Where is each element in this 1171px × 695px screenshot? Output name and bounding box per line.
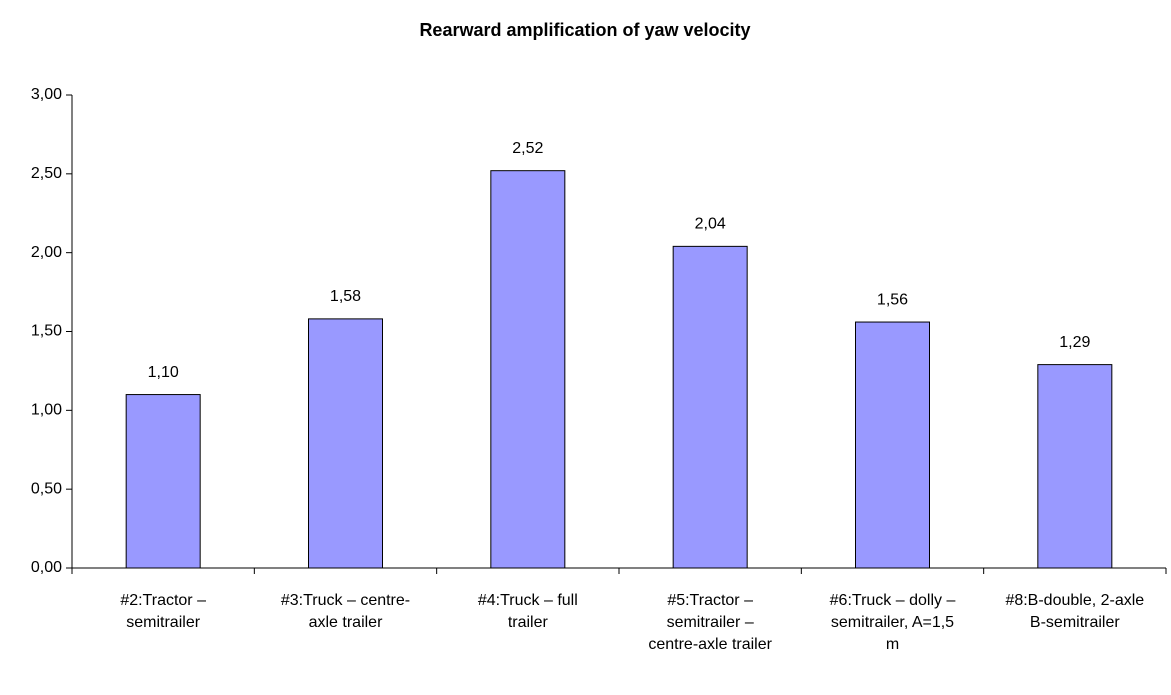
bar xyxy=(672,245,748,569)
bar xyxy=(125,394,201,569)
x-tick-label: #8:B-double, 2-axle B-semitrailer xyxy=(1005,592,1145,631)
x-tick-label: #3:Truck – centre-axle trailer xyxy=(280,592,411,631)
value-label: 1,29 xyxy=(1059,334,1090,351)
value-label: 2,04 xyxy=(695,216,726,233)
y-tick-label: 1,50 xyxy=(31,323,62,340)
y-tick-label: 2,50 xyxy=(31,165,62,182)
bar xyxy=(1037,364,1113,569)
value-label: 2,52 xyxy=(512,140,543,157)
value-label: 1,58 xyxy=(330,288,361,305)
bar xyxy=(490,170,566,569)
bar xyxy=(855,321,930,569)
y-tick-label: 1,00 xyxy=(31,402,62,419)
x-tick-label: #5:Tractor – semitrailer – centre-axle t… xyxy=(648,592,772,653)
y-tick-label: 0,00 xyxy=(31,559,62,576)
y-tick-label: 3,00 xyxy=(31,86,62,103)
value-label: 1,10 xyxy=(148,364,179,381)
y-tick-label: 0,50 xyxy=(31,480,62,497)
chart-title: Rearward amplification of yaw velocity xyxy=(419,20,750,40)
x-tick-label: #4:Truck – full trailer xyxy=(477,592,578,631)
x-tick-label: #6:Truck – dolly – semitrailer, A=1,5 m xyxy=(829,592,956,653)
y-tick-label: 2,00 xyxy=(31,244,62,261)
value-label: 1,56 xyxy=(877,291,908,308)
x-tick-label: #2:Tractor – semitrailer xyxy=(120,592,206,631)
bar xyxy=(308,318,383,569)
